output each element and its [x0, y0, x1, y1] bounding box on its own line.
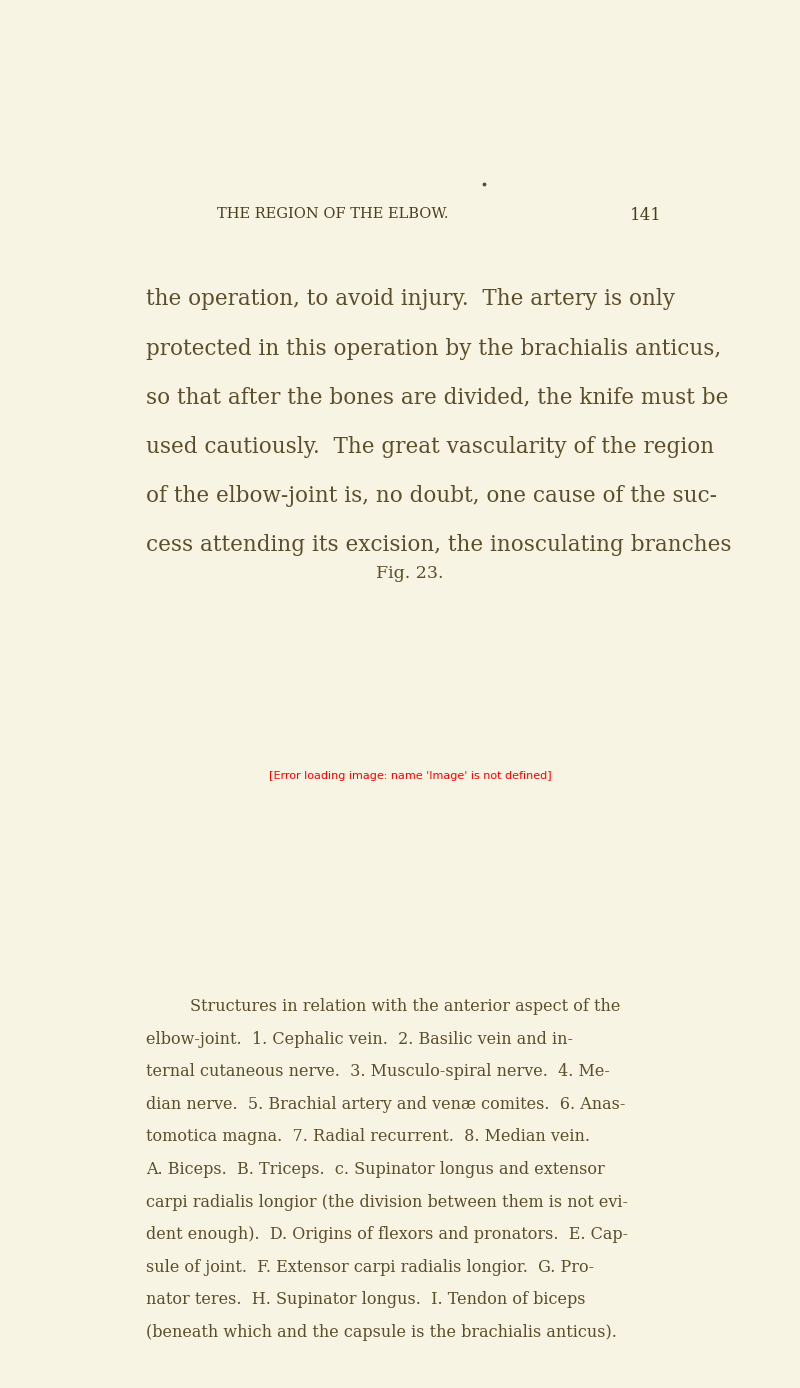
Text: the operation, to avoid injury.  The artery is only: the operation, to avoid injury. The arte…	[146, 289, 675, 311]
Text: A. Biceps.  B. Triceps.  c. Supinator longus and extensor: A. Biceps. B. Triceps. c. Supinator long…	[146, 1160, 606, 1178]
Text: dian nerve.  5. Brachial artery and venæ comites.  6. Anas-: dian nerve. 5. Brachial artery and venæ …	[146, 1097, 626, 1113]
Text: nator teres.  H. Supinator longus.  I. Tendon of biceps: nator teres. H. Supinator longus. I. Ten…	[146, 1291, 586, 1309]
Text: carpi radialis longior (the division between them is not evi-: carpi radialis longior (the division bet…	[146, 1194, 629, 1210]
Text: sule of joint.  F. Extensor carpi radialis longior.  G. Pro-: sule of joint. F. Extensor carpi radiali…	[146, 1259, 594, 1276]
Text: Structures in relation with the anterior aspect of the: Structures in relation with the anterior…	[190, 998, 620, 1015]
Text: Fig. 23.: Fig. 23.	[376, 565, 444, 582]
Text: used cautiously.  The great vascularity of the region: used cautiously. The great vascularity o…	[146, 436, 714, 458]
Text: (beneath which and the capsule is the brachialis anticus).: (beneath which and the capsule is the br…	[146, 1324, 618, 1341]
Text: elbow-joint.  1. Cephalic vein.  2. Basilic vein and in-: elbow-joint. 1. Cephalic vein. 2. Basili…	[146, 1031, 574, 1048]
Text: protected in this operation by the brachialis anticus,: protected in this operation by the brach…	[146, 337, 722, 359]
Text: [Error loading image: name 'Image' is not defined]: [Error loading image: name 'Image' is no…	[269, 770, 551, 781]
Text: of the elbow-joint is, no doubt, one cause of the suc-: of the elbow-joint is, no doubt, one cau…	[146, 484, 718, 507]
Text: cess attending its excision, the inosculating branches: cess attending its excision, the inoscul…	[146, 534, 732, 557]
Text: ternal cutaneous nerve.  3. Musculo-spiral nerve.  4. Me-: ternal cutaneous nerve. 3. Musculo-spira…	[146, 1063, 610, 1080]
Text: so that after the bones are divided, the knife must be: so that after the bones are divided, the…	[146, 387, 729, 408]
Text: tomotica magna.  7. Radial recurrent.  8. Median vein.: tomotica magna. 7. Radial recurrent. 8. …	[146, 1128, 590, 1145]
Text: THE REGION OF THE ELBOW.: THE REGION OF THE ELBOW.	[217, 207, 448, 221]
Text: dent enough).  D. Origins of flexors and pronators.  E. Cap-: dent enough). D. Origins of flexors and …	[146, 1226, 629, 1244]
Text: 141: 141	[630, 207, 662, 223]
